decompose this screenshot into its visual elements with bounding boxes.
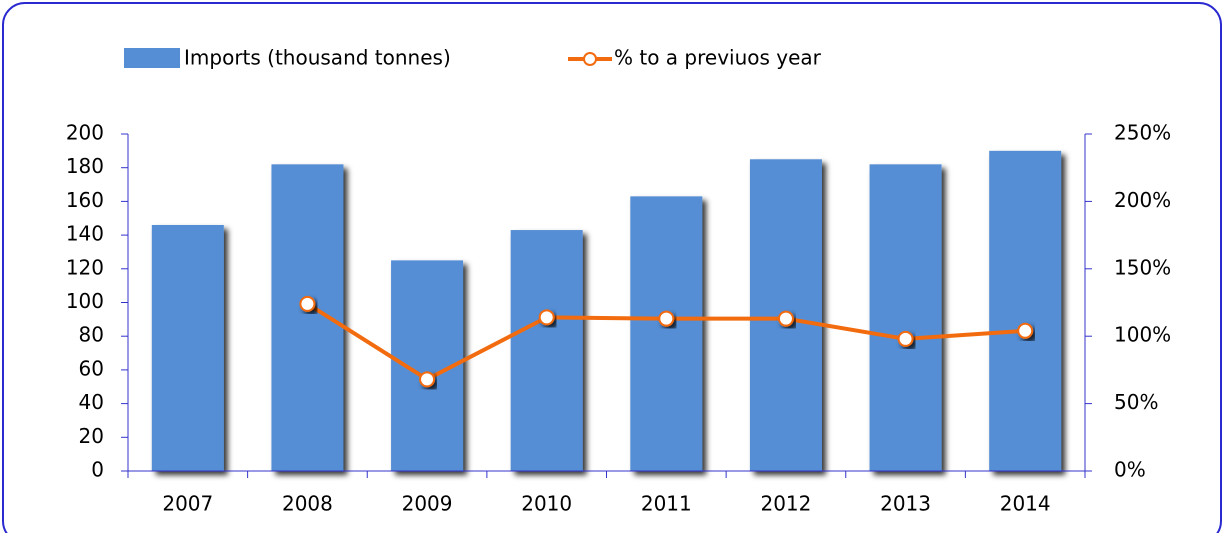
- x-tick-label: 2012: [760, 492, 811, 516]
- y-tick-label: 80: [79, 323, 104, 347]
- marker: [658, 310, 675, 327]
- x-tick-label: 2007: [162, 492, 213, 516]
- legend-swatch: [124, 48, 180, 68]
- y-tick-label: 20: [79, 424, 104, 448]
- y2-tick-label: 250%: [1114, 121, 1171, 145]
- x-tick-label: 2014: [1000, 492, 1051, 516]
- bar: [989, 150, 1062, 471]
- x-tick-label: 2008: [282, 492, 333, 516]
- y2-tick-label: 100%: [1114, 323, 1171, 347]
- x-tick-label: 2013: [880, 492, 931, 516]
- y-tick-label: 160: [66, 188, 104, 212]
- y-tick-label: 40: [79, 390, 104, 414]
- marker: [1017, 322, 1034, 339]
- bar: [630, 196, 703, 471]
- y2-tick-label: 200%: [1114, 188, 1171, 212]
- y2-tick-label: 50%: [1114, 390, 1158, 414]
- marker: [299, 295, 316, 312]
- x-tick-label: 2010: [521, 492, 572, 516]
- y-tick-label: 140: [66, 222, 104, 246]
- y-tick-label: 100: [66, 289, 104, 313]
- legend-label: Imports (thousand tonnes): [184, 46, 451, 70]
- bar: [510, 230, 583, 471]
- y-tick-label: 60: [79, 356, 104, 380]
- bar: [151, 224, 224, 471]
- y-tick-label: 0: [91, 458, 104, 482]
- y-tick-label: 120: [66, 255, 104, 279]
- marker: [777, 310, 794, 327]
- legend-label: % to a previuos year: [614, 46, 822, 70]
- legend-marker: [583, 52, 597, 66]
- bar: [869, 164, 942, 471]
- marker: [897, 330, 914, 347]
- y-tick-label: 200: [66, 121, 104, 145]
- marker: [419, 371, 436, 388]
- y-tick-label: 180: [66, 154, 104, 178]
- x-tick-label: 2011: [641, 492, 692, 516]
- marker: [538, 309, 555, 326]
- y2-tick-label: 0%: [1114, 458, 1146, 482]
- x-tick-label: 2009: [402, 492, 453, 516]
- y2-tick-label: 150%: [1114, 255, 1171, 279]
